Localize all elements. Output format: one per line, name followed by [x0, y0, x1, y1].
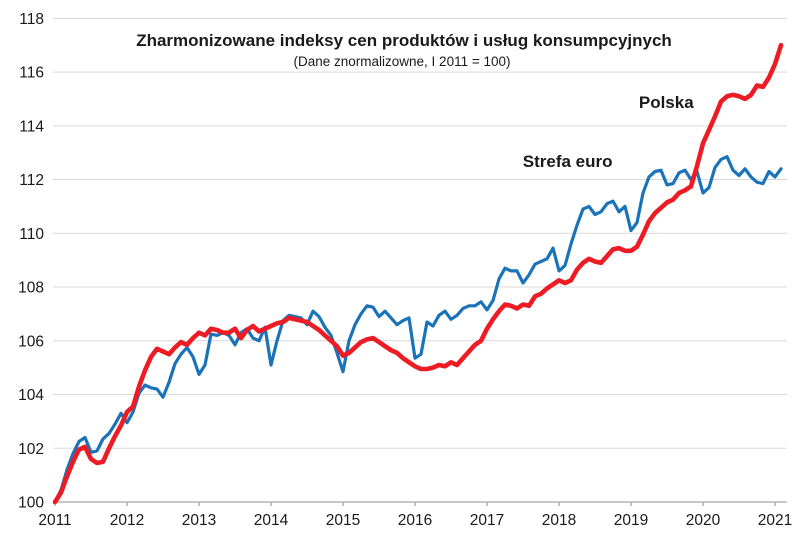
- x-tick-label: 2012: [110, 512, 144, 529]
- chart-title: Zharmonizowane indeksy cen produktów i u…: [136, 31, 672, 50]
- y-tick-label: 112: [19, 172, 44, 189]
- y-tick-label: 100: [18, 495, 44, 512]
- series-line-polska: [52, 42, 784, 505]
- series-label-strefa-euro: Strefa euro: [523, 152, 613, 171]
- y-tick-label: 118: [19, 11, 44, 28]
- y-tick-label: 116: [19, 65, 44, 82]
- chart-subtitle: (Dane znormalizowne, I 2011 = 100): [294, 54, 511, 69]
- axes: [53, 501, 787, 506]
- y-tick-label: 102: [18, 441, 44, 458]
- x-tick-label: 2016: [398, 512, 432, 529]
- x-tick-label: 2020: [686, 512, 721, 529]
- x-tick-label: 2017: [470, 512, 504, 529]
- data-series: [52, 42, 784, 505]
- y-tick-label: 104: [18, 387, 44, 404]
- series-label-polska: Polska: [639, 93, 694, 112]
- x-tick-label: 2019: [614, 512, 648, 529]
- axis-labels: 100 102 104 106 108 110 112 114 116 118 2011 2012 20…: [18, 11, 792, 529]
- y-tick-label: 110: [19, 226, 44, 243]
- x-tick-label: 2018: [542, 512, 576, 529]
- series-line-strefa-euro: [53, 155, 783, 504]
- x-tick-label: 2013: [182, 512, 216, 529]
- x-tick-label: 2014: [254, 512, 289, 529]
- gridlines: [53, 17, 787, 449]
- x-tick-label: 2021: [758, 512, 792, 529]
- y-tick-label: 114: [19, 118, 44, 135]
- series-annotations: Strefa euro Polska: [523, 93, 694, 171]
- x-tick-label: 2011: [38, 512, 71, 529]
- x-tick-label: 2015: [326, 512, 360, 529]
- y-tick-label: 106: [18, 333, 44, 350]
- y-tick-label: 108: [18, 280, 44, 297]
